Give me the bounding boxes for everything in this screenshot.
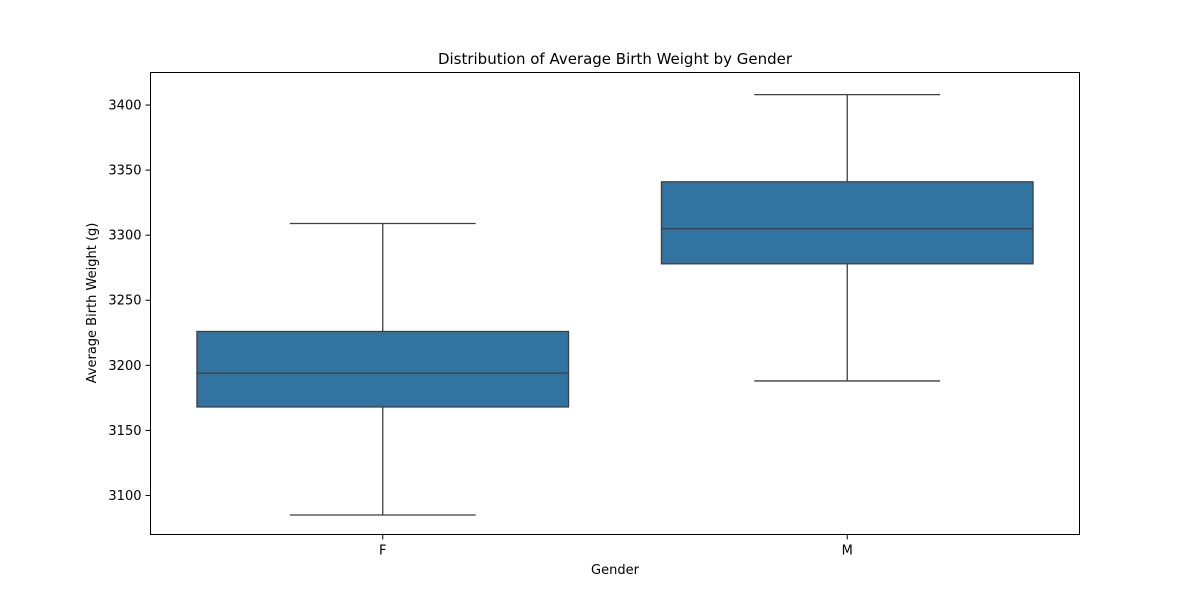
box-F bbox=[196, 222, 570, 516]
y-tick-label: 3300 bbox=[108, 229, 141, 244]
y-tick-label: 3400 bbox=[108, 99, 141, 114]
y-tick-label: 3350 bbox=[108, 164, 141, 179]
y-tick-label: 3150 bbox=[108, 424, 141, 439]
chart-title: Distribution of Average Birth Weight by … bbox=[438, 50, 793, 68]
y-tick-label: 3250 bbox=[108, 294, 141, 309]
y-axis: 3100 3150 3200 3250 3300 3350 3400 bbox=[108, 99, 151, 504]
x-tick-label: M bbox=[842, 544, 853, 559]
y-tick-label: 3200 bbox=[108, 359, 141, 374]
box-M bbox=[660, 93, 1034, 382]
y-axis-title: Average Birth Weight (g) bbox=[85, 223, 100, 384]
iqr-box bbox=[196, 330, 570, 408]
iqr-box bbox=[660, 181, 1034, 265]
y-tick-label: 3100 bbox=[108, 489, 141, 504]
x-axis-title: Gender bbox=[591, 563, 640, 578]
plot-frame bbox=[150, 72, 1080, 535]
plot-area bbox=[196, 93, 1034, 516]
x-tick-label: F bbox=[379, 544, 386, 559]
